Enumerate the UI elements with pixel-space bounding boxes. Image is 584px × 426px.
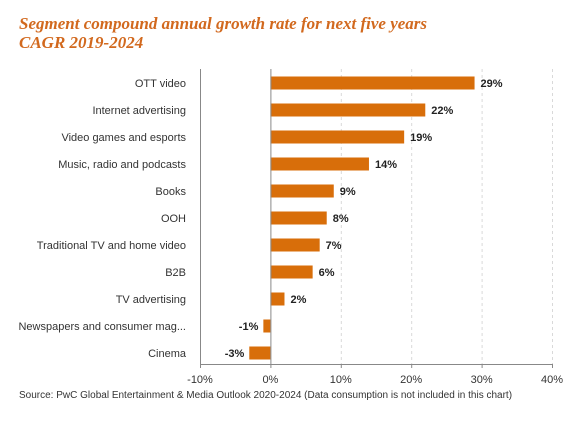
- data-label: 8%: [333, 213, 349, 225]
- data-label: 22%: [431, 105, 453, 117]
- data-label: 7%: [326, 240, 342, 252]
- category-label: Books: [155, 186, 186, 198]
- bar: [263, 319, 271, 333]
- category-label: Newspapers and consumer mag...: [18, 321, 186, 333]
- bar: [270, 292, 285, 306]
- data-label: 29%: [481, 78, 503, 90]
- bar: [270, 157, 369, 171]
- data-label: -1%: [239, 321, 259, 333]
- chart-title: Segment compound annual growth rate for …: [19, 14, 428, 33]
- chart-subtitle: CAGR 2019-2024: [19, 33, 144, 52]
- category-label: Music, radio and podcasts: [58, 159, 186, 171]
- category-label: OTT video: [135, 78, 186, 90]
- x-tick-label: 0%: [262, 374, 278, 386]
- category-label: Traditional TV and home video: [37, 240, 186, 252]
- data-label: 19%: [410, 132, 432, 144]
- data-label: 6%: [319, 267, 335, 279]
- bar: [270, 265, 313, 279]
- category-label: B2B: [165, 267, 186, 279]
- bar: [270, 130, 405, 144]
- bar: [270, 184, 334, 198]
- source-note: Source: PwC Global Entertainment & Media…: [19, 390, 513, 401]
- category-label: Internet advertising: [92, 105, 186, 117]
- chart-title-block: Segment compound annual growth rate for …: [19, 14, 427, 52]
- category-label: TV advertising: [116, 294, 186, 306]
- x-tick-label: 40%: [541, 374, 563, 386]
- data-label: 14%: [375, 159, 397, 171]
- x-tick-label: 20%: [400, 374, 422, 386]
- category-label: Video games and esports: [61, 132, 186, 144]
- category-label: OOH: [161, 213, 186, 225]
- data-label: -3%: [225, 348, 245, 360]
- data-label: 2%: [290, 294, 306, 306]
- data-label: 9%: [340, 186, 356, 198]
- category-label: Cinema: [148, 348, 187, 360]
- bar: [249, 346, 271, 360]
- x-tick-label: 10%: [330, 374, 352, 386]
- bar: [270, 238, 320, 252]
- bar: [270, 103, 426, 117]
- bar: [270, 76, 475, 90]
- bar: [270, 211, 327, 225]
- x-tick-label: -10%: [187, 374, 213, 386]
- x-tick-label: 30%: [471, 374, 493, 386]
